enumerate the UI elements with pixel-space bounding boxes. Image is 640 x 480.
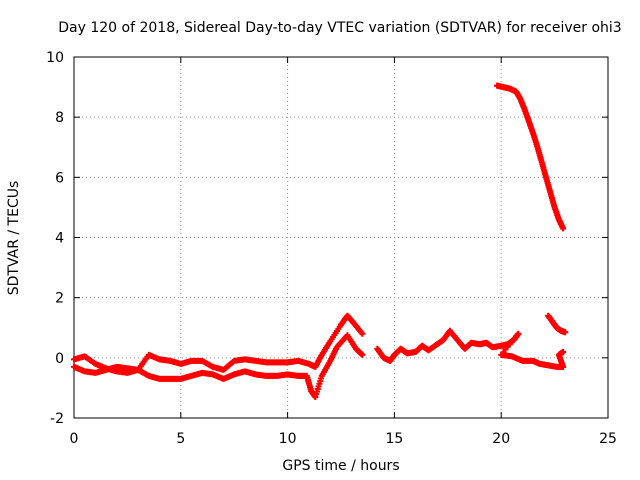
x-tick-label: 0	[70, 431, 79, 447]
data-point	[359, 351, 366, 358]
x-tick-label: 10	[279, 431, 297, 447]
x-axis-label: GPS time / hours	[282, 458, 399, 474]
data-point	[560, 225, 567, 232]
chart-title: Day 120 of 2018, Sidereal Day-to-day VTE…	[58, 20, 621, 36]
x-tick-label: 15	[385, 431, 403, 447]
data-point	[562, 329, 569, 336]
y-tick-label: 6	[55, 170, 64, 186]
y-tick-label: -2	[50, 411, 64, 427]
y-tick-label: 4	[55, 231, 64, 247]
y-tick-label: 2	[55, 291, 64, 307]
series-lower-band	[71, 332, 366, 400]
data-point	[359, 330, 366, 337]
series-late-low	[545, 312, 569, 336]
y-tick-label: 0	[55, 351, 64, 367]
axis-ticks: 0 5 10 15 20 25 -2 0 2 4 6 8 10	[46, 50, 617, 447]
y-axis-label: SDTVAR / TECUs	[6, 181, 22, 296]
data-points	[71, 82, 569, 400]
series-afternoon	[374, 327, 567, 370]
x-tick-label: 5	[176, 431, 185, 447]
y-tick-label: 10	[46, 50, 64, 66]
x-tick-label: 20	[492, 431, 510, 447]
data-point	[560, 348, 567, 355]
series-late-high	[493, 82, 567, 232]
y-tick-label: 8	[55, 110, 64, 126]
x-tick-label: 25	[599, 431, 617, 447]
